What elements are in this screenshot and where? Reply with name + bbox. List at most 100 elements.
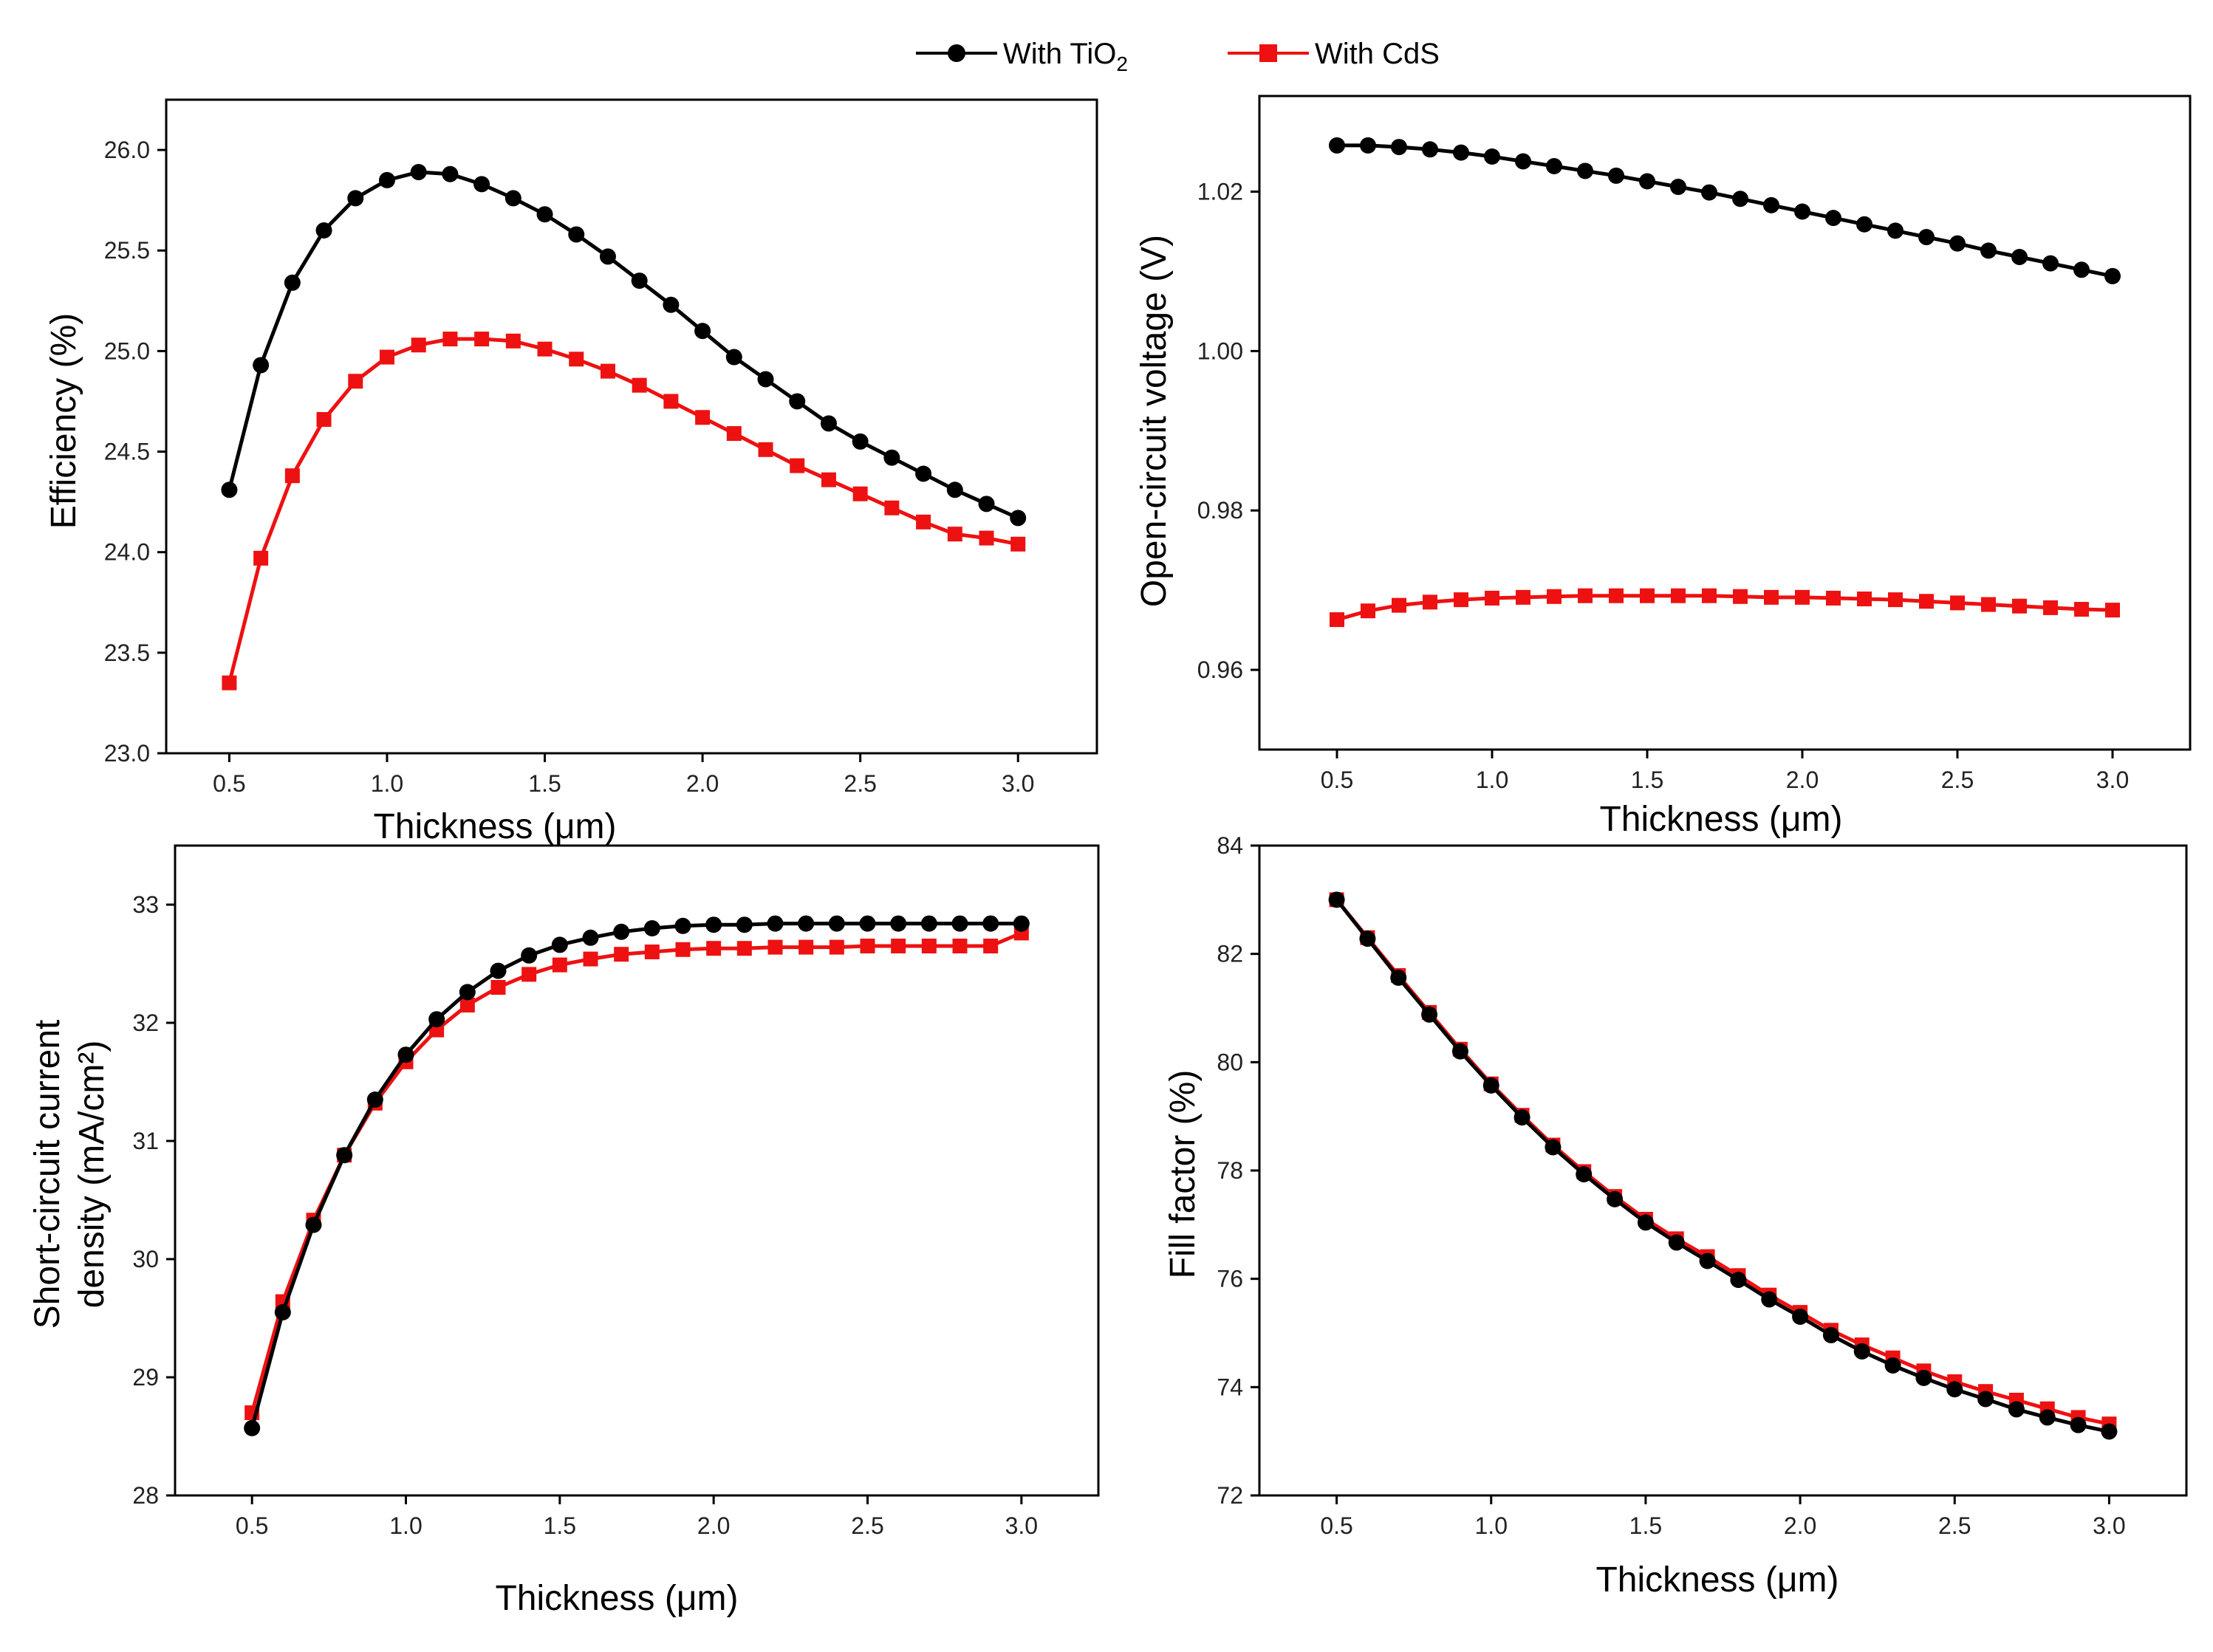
y-tick-label: 80 [1217,1049,1243,1075]
data-point-cds [726,426,742,442]
data-point-tio2 [473,176,490,193]
data-point-cds [1516,589,1530,605]
data-point-tio2 [347,190,364,207]
data-point-tio2 [378,171,395,188]
legend-cds-marker [1259,44,1277,62]
x-tick-label: 1.0 [1475,1512,1508,1539]
data-point-tio2 [978,496,995,513]
data-point-cds [2043,600,2058,615]
data-point-cds [1702,588,1717,603]
data-point-cds [952,939,968,953]
data-point-tio2 [397,1046,414,1063]
y-axis-title: Fill factor (%) [1163,1070,1203,1279]
data-point-cds [284,468,300,484]
y-tick-label: 26.0 [104,137,150,163]
y-tick-label: 78 [1217,1157,1243,1184]
data-point-tio2 [2039,1409,2056,1426]
data-point-cds [663,394,679,409]
data-point-tio2 [244,1419,261,1436]
data-point-tio2 [1546,157,1562,174]
data-point-tio2 [1668,1234,1685,1251]
data-point-tio2 [1822,1326,1839,1343]
data-point-cds [1764,589,1779,605]
data-point-tio2 [820,415,837,432]
plot-frame [1258,844,2188,1497]
panel-open-circuit-voltage: 0.5 1.0 1.5 2.0 2.5 3.0 0.96 0.98 1.00 1.02 Thick… [1135,95,2192,839]
x-axis-title: Thickness (μm) [495,1579,738,1618]
data-point-tio2 [613,923,630,940]
x-axis-title: Thickness (μm) [373,807,616,846]
y-tick-label: 29 [132,1364,159,1391]
legend-tio2-marker [948,44,965,62]
series-line-cds [1336,594,2113,622]
series-line-tio2 [250,922,1022,1429]
data-point-tio2 [736,916,753,933]
y-tick-label: 84 [1217,832,1243,859]
data-point-tio2 [859,915,876,932]
data-point-tio2 [946,481,963,498]
data-point-tio2 [428,1011,445,1028]
data-point-cds [552,957,567,973]
data-point-tio2 [1701,184,1717,201]
data-point-tio2 [1670,179,1686,196]
data-point-cds [632,377,647,393]
data-point-cds [884,500,900,515]
data-point-tio2 [274,1304,291,1320]
data-point-cds [2105,603,2120,618]
data-point-tio2 [599,248,616,265]
data-point-tio2 [915,465,932,482]
data-point-cds [614,947,629,962]
data-point-tio2 [643,920,660,936]
y-tick-label: 25.0 [104,337,150,364]
data-point-cds [767,939,783,955]
data-point-tio2 [253,357,270,374]
data-point-tio2 [725,349,742,366]
y-axis-title: Open-circuit voltage (V) [1135,235,1174,607]
data-point-tio2 [1513,1109,1530,1126]
x-tick-label: 2.0 [1784,1512,1816,1539]
data-point-cds [490,980,506,995]
data-point-tio2 [305,1216,322,1233]
data-point-cds [1485,590,1499,606]
series-line-tio2 [1337,143,2113,278]
data-point-cds [1671,588,1686,603]
data-point-cds [1010,536,1026,552]
data-point-tio2 [1013,915,1030,932]
data-point-tio2 [1977,1391,1994,1408]
data-point-tio2 [336,1147,353,1164]
data-point-tio2 [1639,173,1655,190]
data-point-cds [442,332,458,347]
data-point-tio2 [1856,216,1872,233]
data-point-cds [1330,612,1344,628]
y-tick-label: 1.02 [1197,179,1243,205]
data-point-tio2 [1451,1043,1468,1060]
data-point-tio2 [2008,1401,2025,1418]
x-tick-label: 3.0 [2093,1512,2125,1539]
data-point-cds [253,550,269,566]
data-point-tio2 [1608,167,1624,184]
data-point-tio2 [852,433,869,450]
data-point-tio2 [890,915,907,932]
data-point-cds [860,939,875,953]
data-point-tio2 [1422,141,1438,158]
data-point-tio2 [315,222,332,239]
series-line-cds [1335,898,2110,1426]
x-tick-label: 1.0 [371,770,403,797]
data-point-cds [1423,594,1437,610]
data-point-tio2 [1328,891,1345,908]
data-point-tio2 [1577,162,1593,179]
data-point-tio2 [490,962,507,979]
data-point-cds [411,337,426,353]
y-tick-label: 31 [132,1128,159,1154]
plot-frame [174,844,1100,1497]
x-tick-label: 3.0 [2096,767,2129,793]
data-point-tio2 [1918,229,1935,246]
data-point-cds [379,349,394,365]
x-tick-label: 1.0 [389,1512,422,1539]
data-point-tio2 [1732,191,1748,208]
data-point-tio2 [1980,242,1997,259]
data-point-cds [1733,589,1748,604]
data-point-tio2 [2070,1416,2087,1433]
data-point-cds [537,341,553,357]
y-tick-label: 32 [132,1010,159,1036]
